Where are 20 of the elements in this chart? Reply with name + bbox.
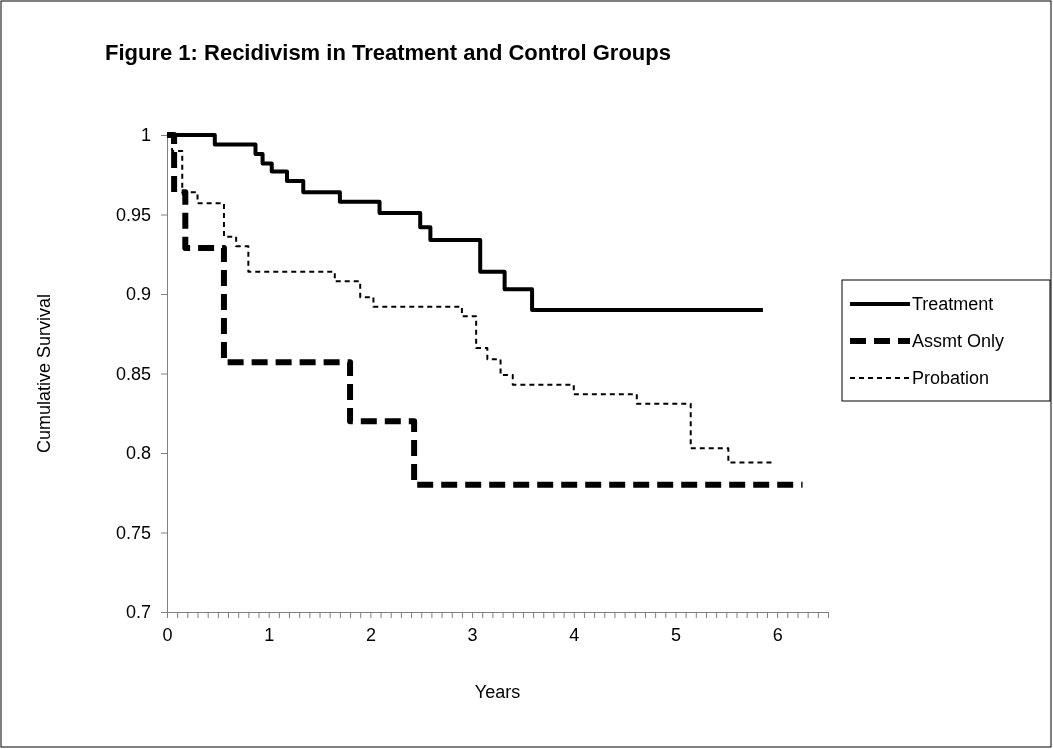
y-tick-label: 1 (140, 125, 151, 146)
x-tick-label: 1 (264, 624, 275, 645)
y-tick-label: 0.95 (115, 204, 151, 225)
y-tick-label: 0.9 (125, 284, 151, 305)
y-tick-label: 0.7 (125, 602, 151, 623)
legend-label: Probation (912, 368, 990, 388)
y-axis-title: Cumulative Survival (34, 293, 54, 454)
x-tick-label: 0 (162, 624, 173, 645)
x-tick-label: 4 (569, 624, 580, 645)
chart-title: Figure 1: Recidivism in Treatment and Control Groups (105, 40, 671, 65)
x-axis-title: Years (474, 682, 521, 702)
x-tick-label: 2 (365, 624, 376, 645)
y-tick-label: 0.75 (115, 522, 151, 543)
x-tick-label: 5 (670, 624, 681, 645)
y-tick-label: 0.8 (125, 443, 151, 464)
x-tick-label: 3 (467, 624, 478, 645)
y-tick-label: 0.85 (115, 363, 151, 384)
x-tick-label: 6 (772, 624, 783, 645)
legend-label: Treatment (912, 294, 994, 314)
legend-label: Assmt Only (912, 331, 1005, 351)
